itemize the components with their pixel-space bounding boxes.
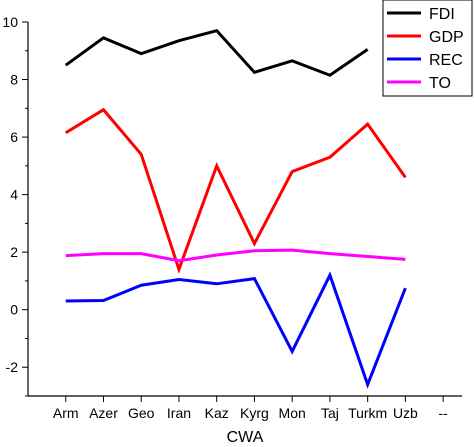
y-tick-label: 10 — [2, 14, 18, 30]
legend-label-rec: REC — [429, 52, 463, 69]
x-tick-label: Iran — [167, 405, 191, 421]
y-axis: -2 0 2 4 6 8 10 — [2, 14, 28, 397]
x-tick-label: Taj — [321, 405, 339, 421]
x-tick-label: Arm — [53, 405, 79, 421]
x-tick-label: Azer — [89, 405, 118, 421]
x-axis: Arm Azer Geo Iran Kaz Kyrg Mon Taj Turkm Uzb -- — [53, 396, 448, 421]
x-tick-label: Uzb — [393, 405, 418, 421]
x-tick-label: -- — [438, 405, 448, 421]
series-line-fdi — [64, 28, 369, 77]
legend-box — [382, 0, 473, 97]
y-tick-label: -2 — [6, 359, 19, 375]
legend: FDI GDP REC TO — [382, 0, 473, 97]
x-tick-label: Kaz — [205, 405, 229, 421]
x-tick-label: Kyrg — [240, 405, 269, 421]
legend-label-to: TO — [429, 75, 451, 92]
y-tick-label: 4 — [10, 187, 18, 203]
plot-area — [27, 22, 462, 397]
x-tick-label: Mon — [279, 405, 306, 421]
series-line-to — [65, 248, 406, 263]
series-line-rec — [65, 271, 407, 389]
x-tick-label: Turkm — [348, 405, 387, 421]
x-tick-label: Geo — [128, 405, 155, 421]
y-tick-label: 0 — [10, 302, 18, 318]
legend-label-fdi: FDI — [429, 6, 455, 23]
y-tick-label: 6 — [10, 129, 18, 145]
series-layer — [64, 28, 407, 389]
x-axis-title: CWA — [227, 429, 264, 446]
legend-label-gdp: GDP — [429, 29, 464, 46]
series-line-gdp — [64, 107, 407, 275]
y-tick-label: 2 — [10, 244, 18, 260]
y-tick-label: 8 — [10, 72, 18, 88]
